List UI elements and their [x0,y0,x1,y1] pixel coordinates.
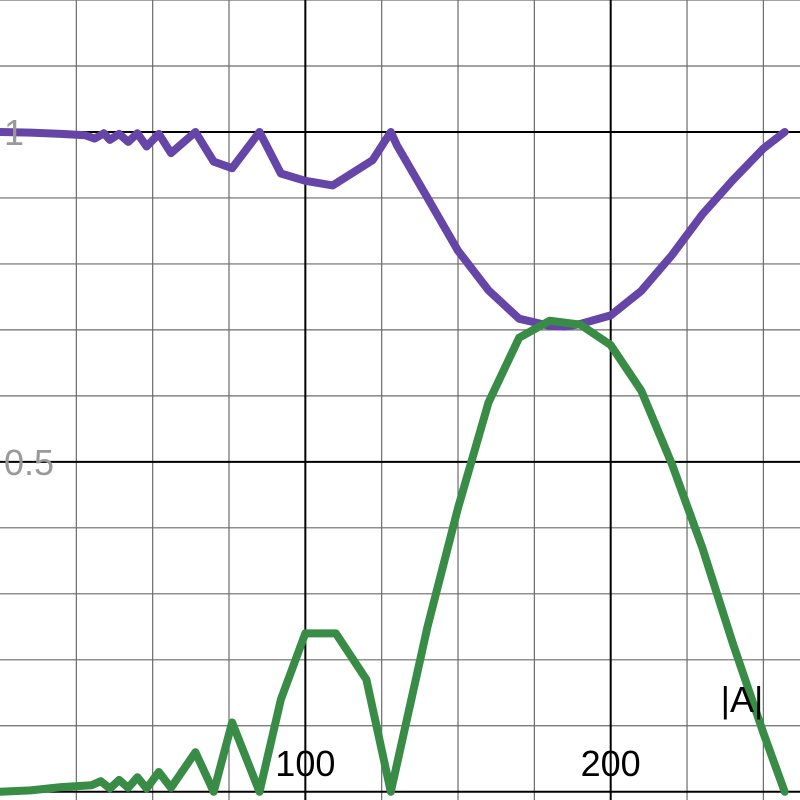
axis-label: |A| [721,679,764,720]
series-layer [0,128,789,796]
series-line-1 [0,128,789,331]
tick-labels: 100 200 0.5 1 [4,112,641,784]
series-line-2 [0,316,789,796]
y-tick-label: 0.5 [4,442,54,483]
x-tick-label: 100 [275,743,335,784]
x-tick-label: 200 [581,743,641,784]
y-tick-label: 1 [4,112,24,153]
